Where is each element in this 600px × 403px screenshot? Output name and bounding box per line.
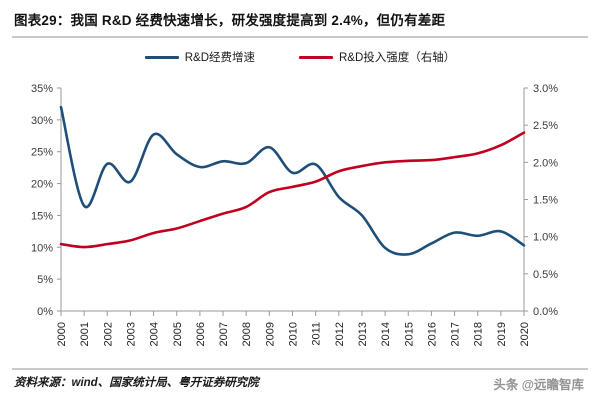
- x-axis-category-label: 2007: [218, 322, 230, 346]
- series-line-rd-intensity: [59, 131, 526, 249]
- x-axis-category-label: 2003: [125, 322, 137, 346]
- x-axis-category-label: 2016: [426, 322, 438, 346]
- series-line-rd-growth: [59, 105, 526, 256]
- left-axis-tick-label: 15%: [31, 210, 53, 222]
- legend-swatch-blue: [144, 55, 179, 59]
- right-axis-tick-label: 0.0%: [533, 306, 558, 318]
- footer-divider: [12, 368, 588, 370]
- chart-legend: R&D经费增速 R&D投入强度（右轴）: [0, 46, 600, 68]
- left-axis-tick-label: 20%: [31, 179, 53, 191]
- legend-item-rd-growth[interactable]: R&D经费增速: [144, 49, 255, 65]
- x-axis-category-label: 2000: [56, 322, 68, 346]
- watermark-label: 头条 @远瞻智库: [493, 378, 584, 392]
- right-axis-tick-label: 1.5%: [533, 195, 558, 207]
- left-axis-tick-label: 0%: [37, 306, 53, 318]
- x-axis-category-label: 2017: [450, 322, 462, 346]
- x-axis-category-label: 2018: [473, 322, 485, 346]
- legend-swatch-red: [299, 55, 333, 59]
- right-axis-tick-label: 2.0%: [533, 157, 558, 169]
- x-axis-category-label: 2010: [288, 322, 300, 346]
- legend-label-rd-growth: R&D经费增速: [184, 52, 255, 64]
- x-axis-category-label: 2004: [149, 322, 161, 346]
- legend-label-rd-intensity: R&D投入强度（右轴）: [339, 52, 456, 64]
- page-title: 图表29：我国 R&D 经费快速增长，研发强度提高到 2.4%，但仍有差距: [14, 13, 446, 28]
- right-axis-tick-label: 2.5%: [533, 120, 558, 132]
- left-axis-tick-label: 35%: [31, 83, 53, 95]
- x-axis-category-label: 2008: [241, 322, 253, 346]
- x-axis-category-label: 2015: [403, 322, 415, 346]
- title-divider: [12, 36, 588, 38]
- line-chart-svg: 0% 5% 10% 15% 20% 25% 30% 35% 0.0% 0.5% 1.0% 1.5% 2.…: [31, 83, 558, 346]
- x-axis-category-label: 2001: [79, 322, 91, 346]
- x-axis-category-label: 2011: [311, 322, 323, 346]
- x-axis-category-label: 2012: [334, 322, 346, 346]
- x-axis-category-label: 2014: [380, 322, 392, 346]
- right-axis-tick-label: 3.0%: [533, 83, 558, 95]
- x-axis-category-label: 2006: [195, 322, 207, 346]
- left-axis-tick-label: 25%: [31, 147, 53, 159]
- x-axis-category-label: 2013: [357, 322, 369, 346]
- left-axis-tick-label: 5%: [37, 274, 53, 286]
- source-note: 资料来源：wind、国家统计局、粤开证券研究院: [14, 377, 259, 389]
- left-axis-tick-label: 30%: [31, 115, 53, 127]
- legend-item-rd-intensity[interactable]: R&D投入强度（右轴）: [299, 49, 455, 65]
- x-axis-category-label: 2002: [102, 322, 114, 346]
- x-axis-category-label: 2019: [496, 322, 508, 346]
- x-axis-category-label: 2020: [519, 322, 531, 346]
- plot-area: 0% 5% 10% 15% 20% 25% 30% 35% 0.0% 0.5% 1.0% 1.5% 2.…: [0, 68, 600, 358]
- left-axis-tick-label: 10%: [31, 242, 53, 254]
- right-axis-tick-label: 1.0%: [533, 232, 558, 244]
- title-bar: 图表29：我国 R&D 经费快速增长，研发强度提高到 2.4%，但仍有差距: [0, 0, 600, 38]
- x-axis-category-label: 2009: [264, 322, 276, 346]
- right-axis-tick-label: 0.5%: [533, 269, 558, 281]
- x-axis-category-label: 2005: [172, 322, 184, 346]
